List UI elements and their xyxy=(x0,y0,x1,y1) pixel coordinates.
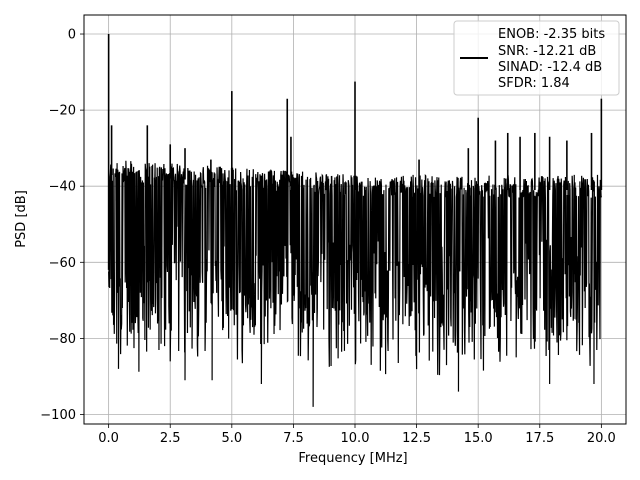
y-tick-label: −20 xyxy=(49,104,76,119)
legend-entry-sfdr: SFDR: 1.84 xyxy=(498,76,570,91)
legend-box xyxy=(453,20,620,96)
y-axis-label: PSD [dB] xyxy=(14,190,29,248)
x-tick-label: 0.0 xyxy=(98,431,119,446)
x-tick-label: 5.0 xyxy=(221,431,242,446)
y-tick-label: −60 xyxy=(49,256,76,271)
y-tick-label: −100 xyxy=(40,408,76,423)
x-tick-label: 2.5 xyxy=(160,431,181,446)
legend-entry-sinad: SINAD: -12.4 dB xyxy=(498,60,602,75)
x-axis-ticks: 0.0 2.5 5.0 7.5 10.0 12.5 15.0 17.5 20.0 xyxy=(98,424,616,446)
x-tick-label: 20.0 xyxy=(587,431,616,446)
x-tick-label: 12.5 xyxy=(402,431,431,446)
x-axis-label: Frequency [MHz] xyxy=(298,451,407,466)
legend-entry-snr: SNR: -12.21 dB xyxy=(498,44,596,59)
x-tick-label: 17.5 xyxy=(525,431,554,446)
legend: ENOB: -2.35 bits SNR: -12.21 dB SINAD: -… xyxy=(453,20,620,96)
psd-trace xyxy=(107,34,603,407)
y-tick-label: −80 xyxy=(49,332,76,347)
x-tick-label: 10.0 xyxy=(341,431,370,446)
x-tick-label: 7.5 xyxy=(283,431,304,446)
y-tick-label: −40 xyxy=(49,180,76,195)
y-tick-label: 0 xyxy=(68,28,76,43)
y-axis-ticks: 0 −20 −40 −60 −80 −100 xyxy=(40,28,84,423)
x-tick-label: 15.0 xyxy=(464,431,493,446)
legend-entry-enob: ENOB: -2.35 bits xyxy=(498,27,605,42)
